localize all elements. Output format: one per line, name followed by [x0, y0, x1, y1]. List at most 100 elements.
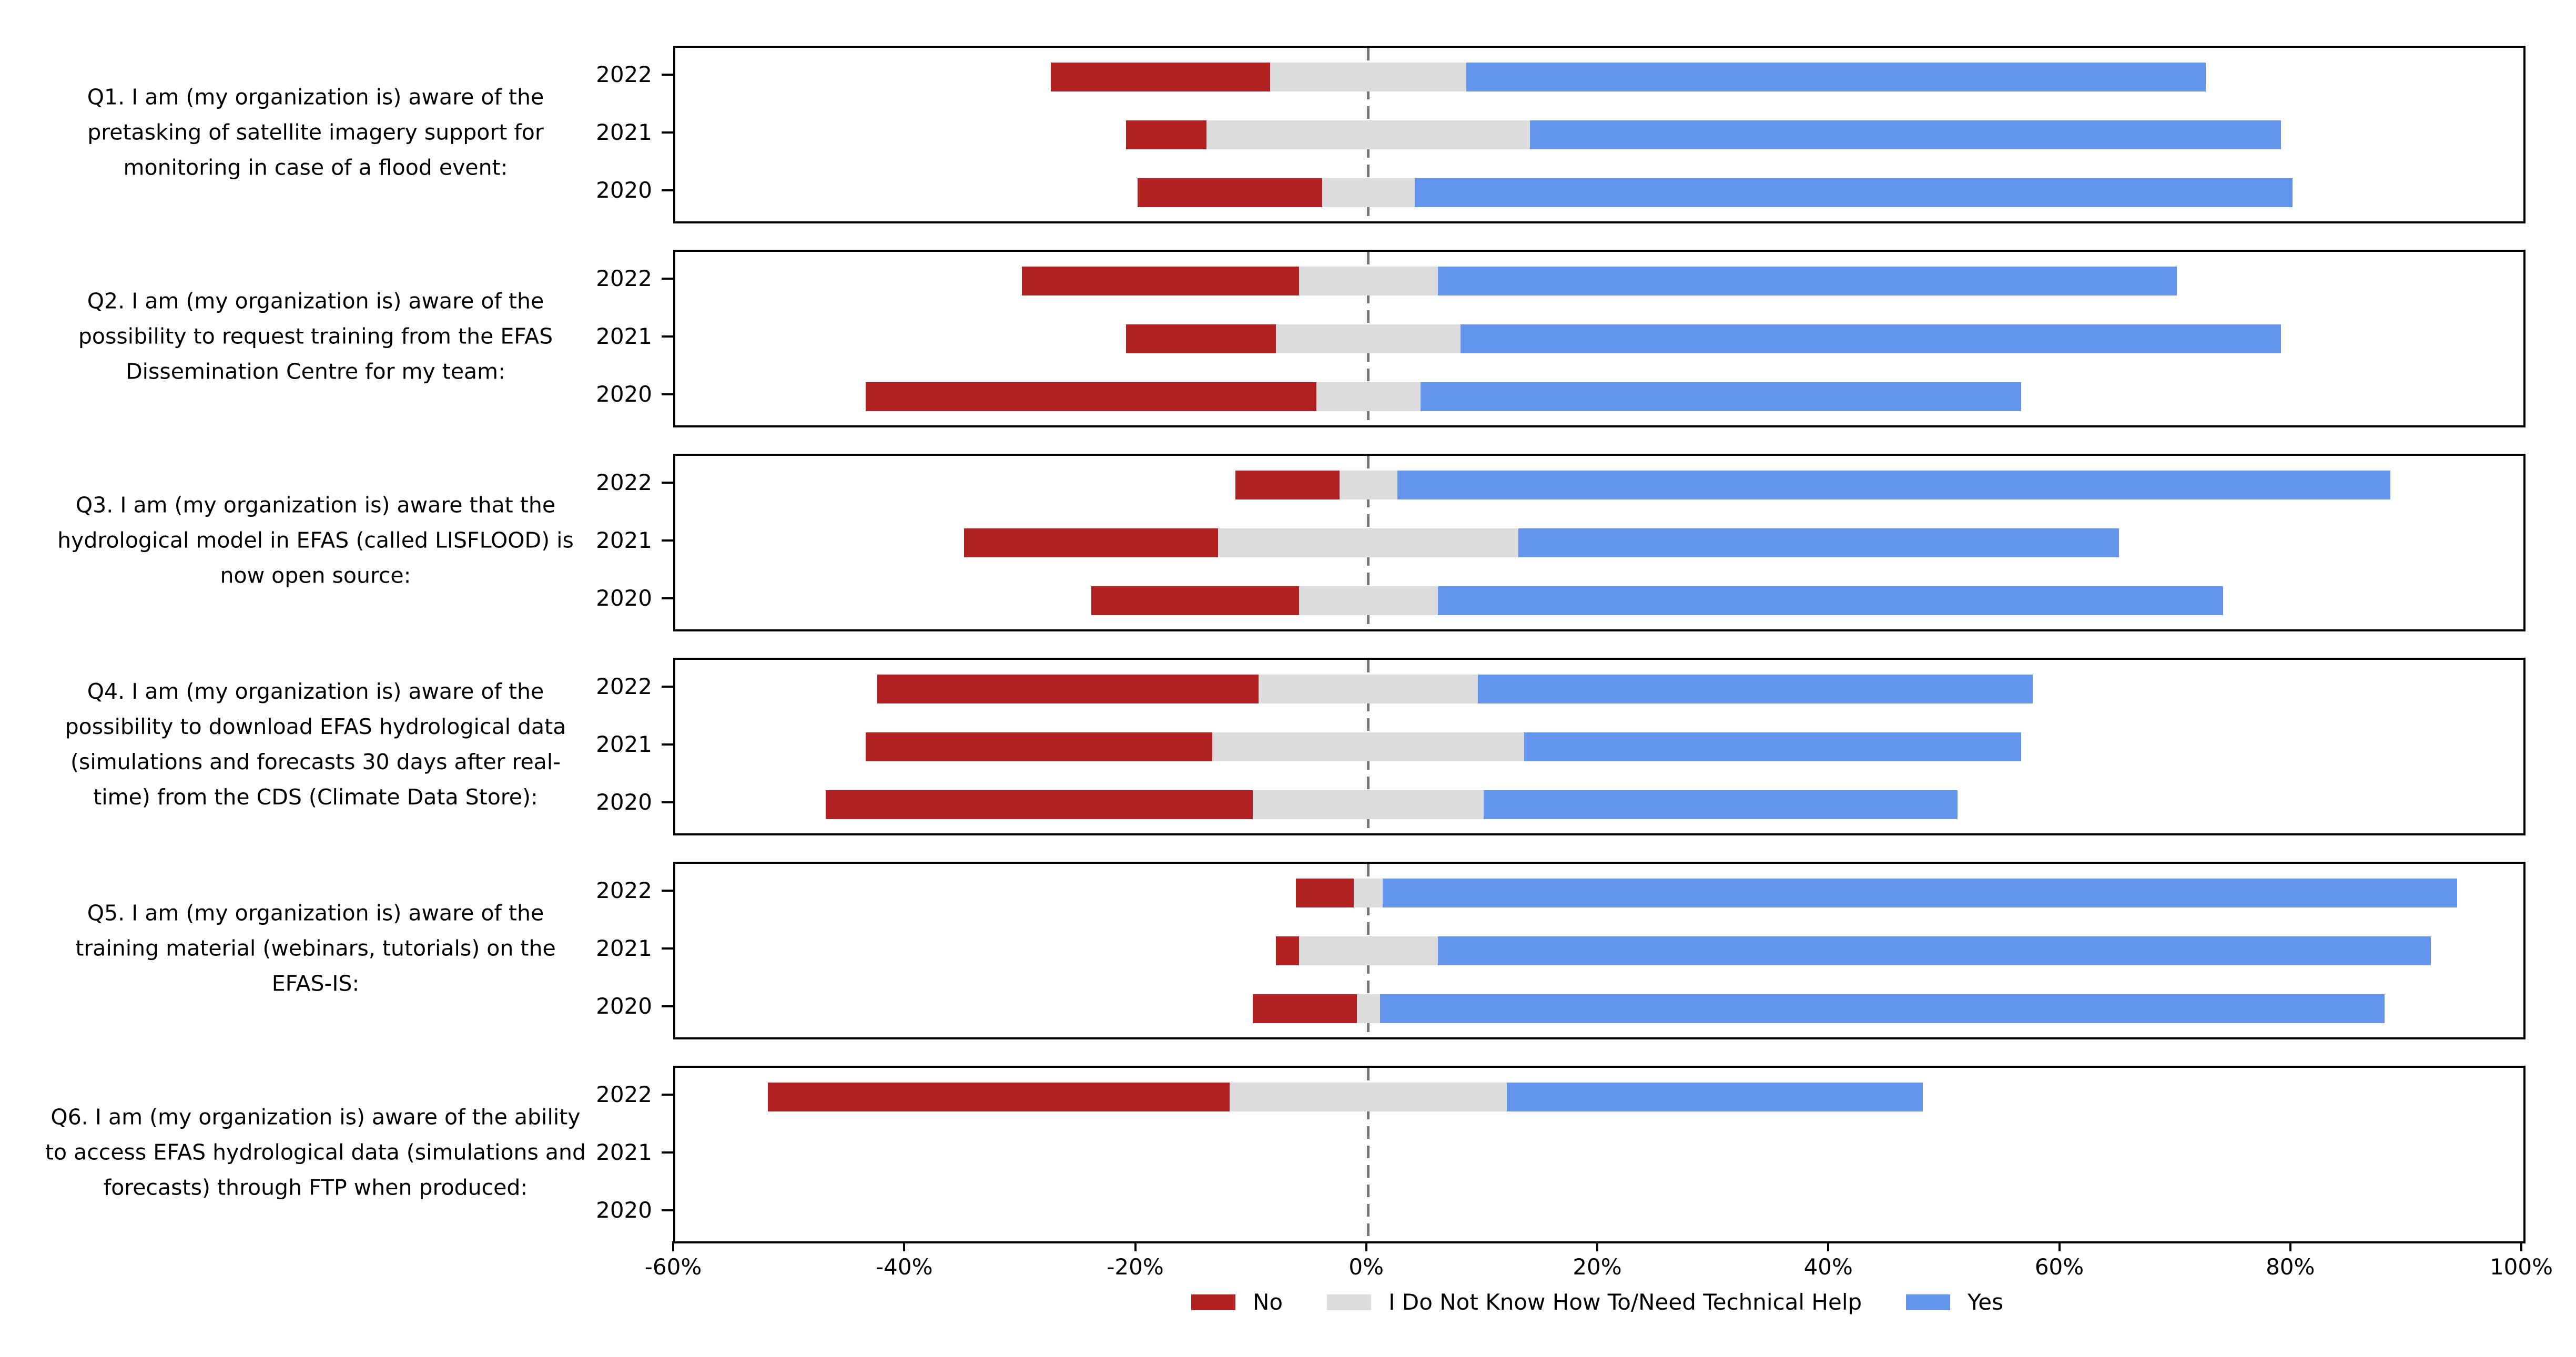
year-label-q2-2021: 2021 — [596, 323, 652, 349]
bar-q2-2022-no — [1021, 266, 1299, 295]
chart-panel-q5 — [673, 862, 2526, 1039]
bar-q4-2020-yes — [1484, 790, 1958, 819]
bar-q3-2022-no — [1235, 470, 1340, 499]
bar-q1-2021-no — [1125, 120, 1207, 149]
bar-q3-2021-no — [964, 528, 1219, 557]
bar-q4-2022-yes — [1478, 674, 2033, 703]
chart-panel-q2 — [673, 250, 2526, 427]
bar-q4-2021-no — [866, 732, 1213, 761]
x-tick-neg40 — [903, 1241, 906, 1251]
bar-q4-2020-no — [825, 790, 1253, 819]
x-tick-80 — [2289, 1241, 2291, 1251]
chart-panel-q6 — [673, 1066, 2526, 1243]
bar-q3-2021-dk — [1218, 528, 1519, 557]
x-tick-0 — [1365, 1241, 1367, 1251]
y-tick-q1-2020 — [662, 189, 673, 191]
bar-q6-2022-no — [767, 1082, 1230, 1111]
y-tick-q2-2021 — [662, 335, 673, 338]
year-label-q2-2020: 2020 — [596, 381, 652, 407]
x-tick-20 — [1596, 1241, 1598, 1251]
legend-item-no: No — [1191, 1289, 1283, 1315]
x-tick-label-100: 100% — [2489, 1254, 2553, 1280]
bar-q2-2022-yes — [1437, 266, 2177, 295]
year-label-q1-2022: 2022 — [596, 62, 652, 87]
bar-q4-2021-dk — [1212, 732, 1525, 761]
legend-label-yes: Yes — [1968, 1289, 2003, 1315]
x-tick-100 — [2520, 1241, 2522, 1251]
year-label-q6-2021: 2021 — [596, 1139, 652, 1165]
y-tick-q3-2021 — [662, 539, 673, 542]
x-tick-label-40: 40% — [1803, 1254, 1853, 1280]
bar-q3-2022-yes — [1397, 470, 2391, 499]
question-label-q6: Q6. I am (my organization is) aware of t… — [45, 1104, 586, 1200]
legend-item-dont-know: I Do Not Know How To/Need Technical Help — [1327, 1289, 1862, 1315]
x-tick-label-neg20: -20% — [1107, 1254, 1164, 1280]
y-tick-q6-2020 — [662, 1209, 673, 1211]
bar-q3-2021-yes — [1518, 528, 2119, 557]
bar-q5-2021-yes — [1437, 936, 2431, 965]
bar-q5-2021-no — [1276, 936, 1299, 965]
bar-q6-2022-yes — [1507, 1082, 1923, 1111]
year-label-q3-2020: 2020 — [596, 585, 652, 611]
zero-line-q6 — [1367, 1068, 1370, 1241]
year-label-q6-2020: 2020 — [596, 1197, 652, 1223]
y-tick-q5-2020 — [662, 1005, 673, 1007]
legend-label-dont-know: I Do Not Know How To/Need Technical Help — [1388, 1289, 1862, 1315]
legend-swatch-no-icon — [1191, 1294, 1236, 1310]
bar-q1-2021-dk — [1206, 120, 1530, 149]
y-tick-q1-2022 — [662, 74, 673, 76]
year-label-q4-2020: 2020 — [596, 789, 652, 815]
bar-q1-2020-no — [1137, 178, 1322, 207]
year-label-q6-2022: 2022 — [596, 1081, 652, 1107]
year-label-q5-2021: 2021 — [596, 935, 652, 961]
x-tick-label-20: 20% — [1573, 1254, 1622, 1280]
chart-panel-q3 — [673, 454, 2526, 631]
legend: No I Do Not Know How To/Need Technical H… — [1191, 1289, 2003, 1315]
year-label-q5-2022: 2022 — [596, 878, 652, 903]
year-label-q1-2020: 2020 — [596, 177, 652, 203]
bar-q5-2022-yes — [1383, 878, 2457, 907]
question-label-q1: Q1. I am (my organization is) aware of t… — [87, 84, 544, 180]
y-tick-q2-2020 — [662, 393, 673, 395]
year-label-q1-2021: 2021 — [596, 119, 652, 145]
y-tick-q5-2022 — [662, 890, 673, 892]
x-tick-40 — [1827, 1241, 1830, 1251]
x-tick-neg60 — [672, 1241, 674, 1251]
bar-q5-2022-dk — [1354, 878, 1383, 907]
legend-item-yes: Yes — [1906, 1289, 2003, 1315]
bar-q4-2020-dk — [1253, 790, 1484, 819]
question-label-q2: Q2. I am (my organization is) aware of t… — [78, 288, 553, 384]
bar-q2-2021-no — [1125, 324, 1276, 353]
bar-q1-2022-no — [1050, 62, 1271, 91]
bar-q5-2022-no — [1296, 878, 1354, 907]
bar-q1-2020-dk — [1322, 178, 1415, 207]
question-label-q5: Q5. I am (my organization is) aware of t… — [75, 900, 556, 996]
bar-q6-2022-dk — [1230, 1082, 1507, 1111]
chart-panel-q1 — [673, 46, 2526, 223]
bar-q5-2020-no — [1253, 994, 1357, 1023]
bar-q4-2022-no — [877, 674, 1259, 703]
y-tick-q6-2021 — [662, 1151, 673, 1154]
bar-q2-2020-no — [866, 382, 1316, 411]
bar-q4-2022-dk — [1259, 674, 1478, 703]
x-tick-label-neg40: -40% — [875, 1254, 933, 1280]
y-tick-q1-2021 — [662, 131, 673, 134]
legend-swatch-dont-know-icon — [1327, 1294, 1372, 1310]
x-tick-label-neg60: -60% — [644, 1254, 702, 1280]
x-tick-label-0: 0% — [1348, 1254, 1384, 1280]
bar-q3-2020-dk — [1299, 586, 1438, 615]
year-label-q3-2022: 2022 — [596, 470, 652, 495]
bar-q2-2021-dk — [1276, 324, 1461, 353]
year-label-q4-2022: 2022 — [596, 674, 652, 699]
bar-q2-2021-yes — [1461, 324, 2281, 353]
bar-q4-2021-yes — [1524, 732, 2021, 761]
year-label-q2-2022: 2022 — [596, 266, 652, 291]
bar-q3-2022-dk — [1339, 470, 1397, 499]
y-tick-q2-2022 — [662, 278, 673, 280]
question-label-q4: Q4. I am (my organization is) aware of t… — [65, 679, 566, 810]
bar-q1-2022-dk — [1270, 62, 1467, 91]
y-tick-q6-2022 — [662, 1094, 673, 1096]
y-tick-q4-2021 — [662, 743, 673, 746]
chart-panel-q4 — [673, 658, 2526, 835]
